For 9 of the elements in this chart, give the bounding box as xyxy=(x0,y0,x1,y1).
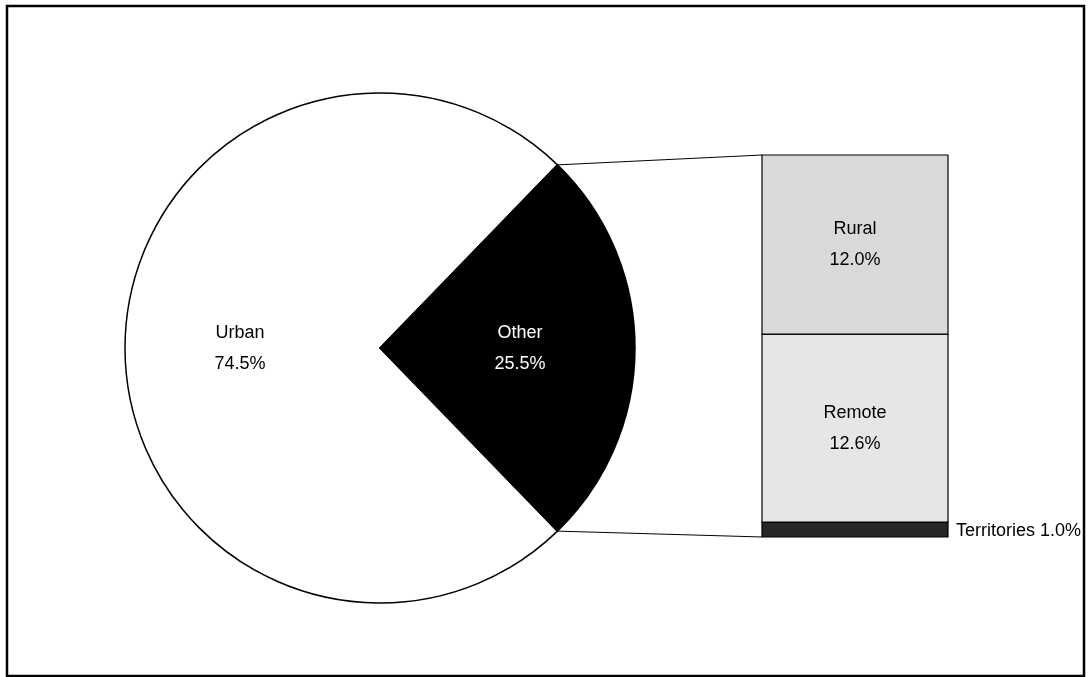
data-label: 12.6% xyxy=(829,432,881,453)
series-label: Rural xyxy=(833,218,877,239)
slice-label: Urban xyxy=(215,321,265,342)
data-label: 12.0% xyxy=(829,249,881,270)
text: Territories 1.0% xyxy=(956,519,1082,540)
series-label: Remote xyxy=(823,401,887,422)
slice-label: Other xyxy=(497,321,543,342)
data-label: 25.5% xyxy=(494,352,546,373)
data-label: 74.5% xyxy=(214,352,266,373)
